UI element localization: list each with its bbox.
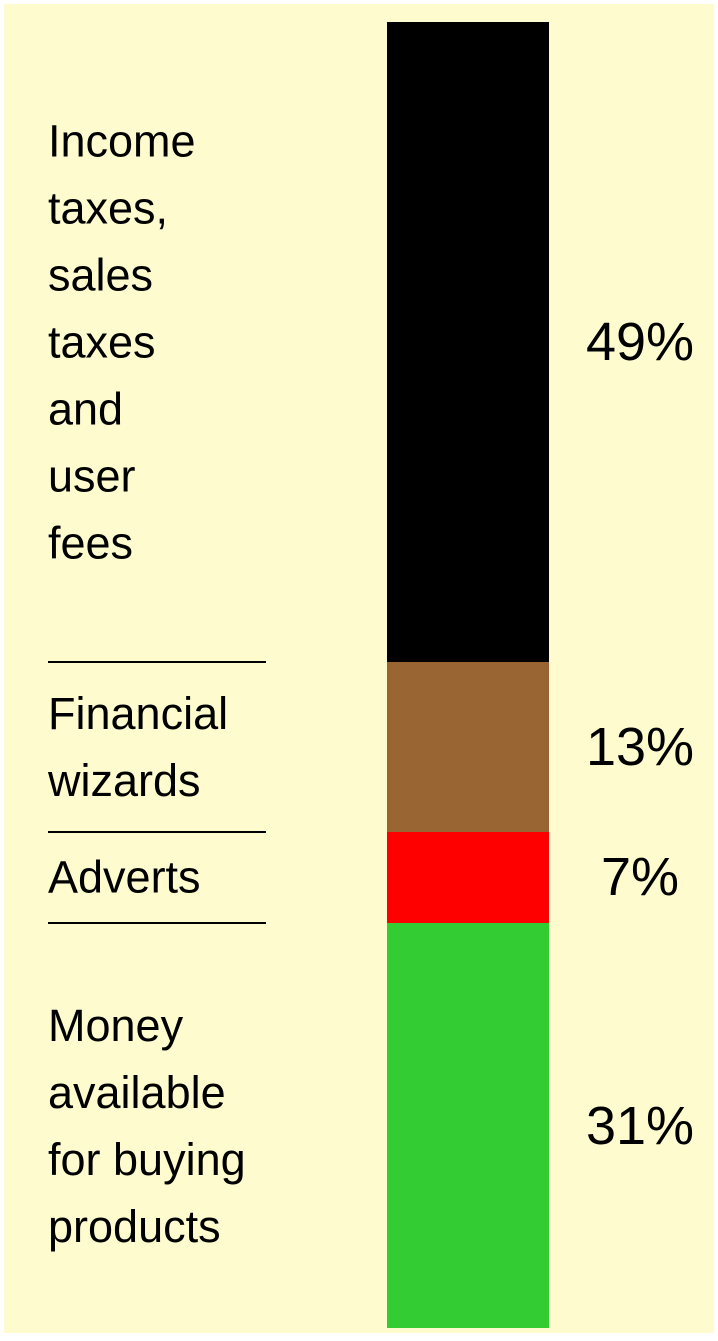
category-label: Income taxes, sales taxes and user fees xyxy=(48,115,196,569)
category-label: Adverts xyxy=(48,851,201,903)
separator xyxy=(48,830,266,833)
bar-segment xyxy=(387,923,549,1328)
page: Income taxes, sales taxes and user fees 4… xyxy=(0,4,718,1341)
category-label: Money available for buying products xyxy=(48,999,246,1252)
separator xyxy=(48,922,266,925)
value-label: 49% xyxy=(585,311,695,372)
chart: Income taxes, sales taxes and user fees 4… xyxy=(4,4,714,1333)
value-label: 7% xyxy=(600,847,680,908)
bar-segment xyxy=(387,661,549,832)
category-label: Financial wizards xyxy=(48,687,229,806)
bar-segment xyxy=(387,831,549,924)
separator xyxy=(48,660,266,663)
value-label: 31% xyxy=(585,1095,695,1156)
value-label: 13% xyxy=(585,716,695,777)
bar-segment xyxy=(387,22,549,662)
